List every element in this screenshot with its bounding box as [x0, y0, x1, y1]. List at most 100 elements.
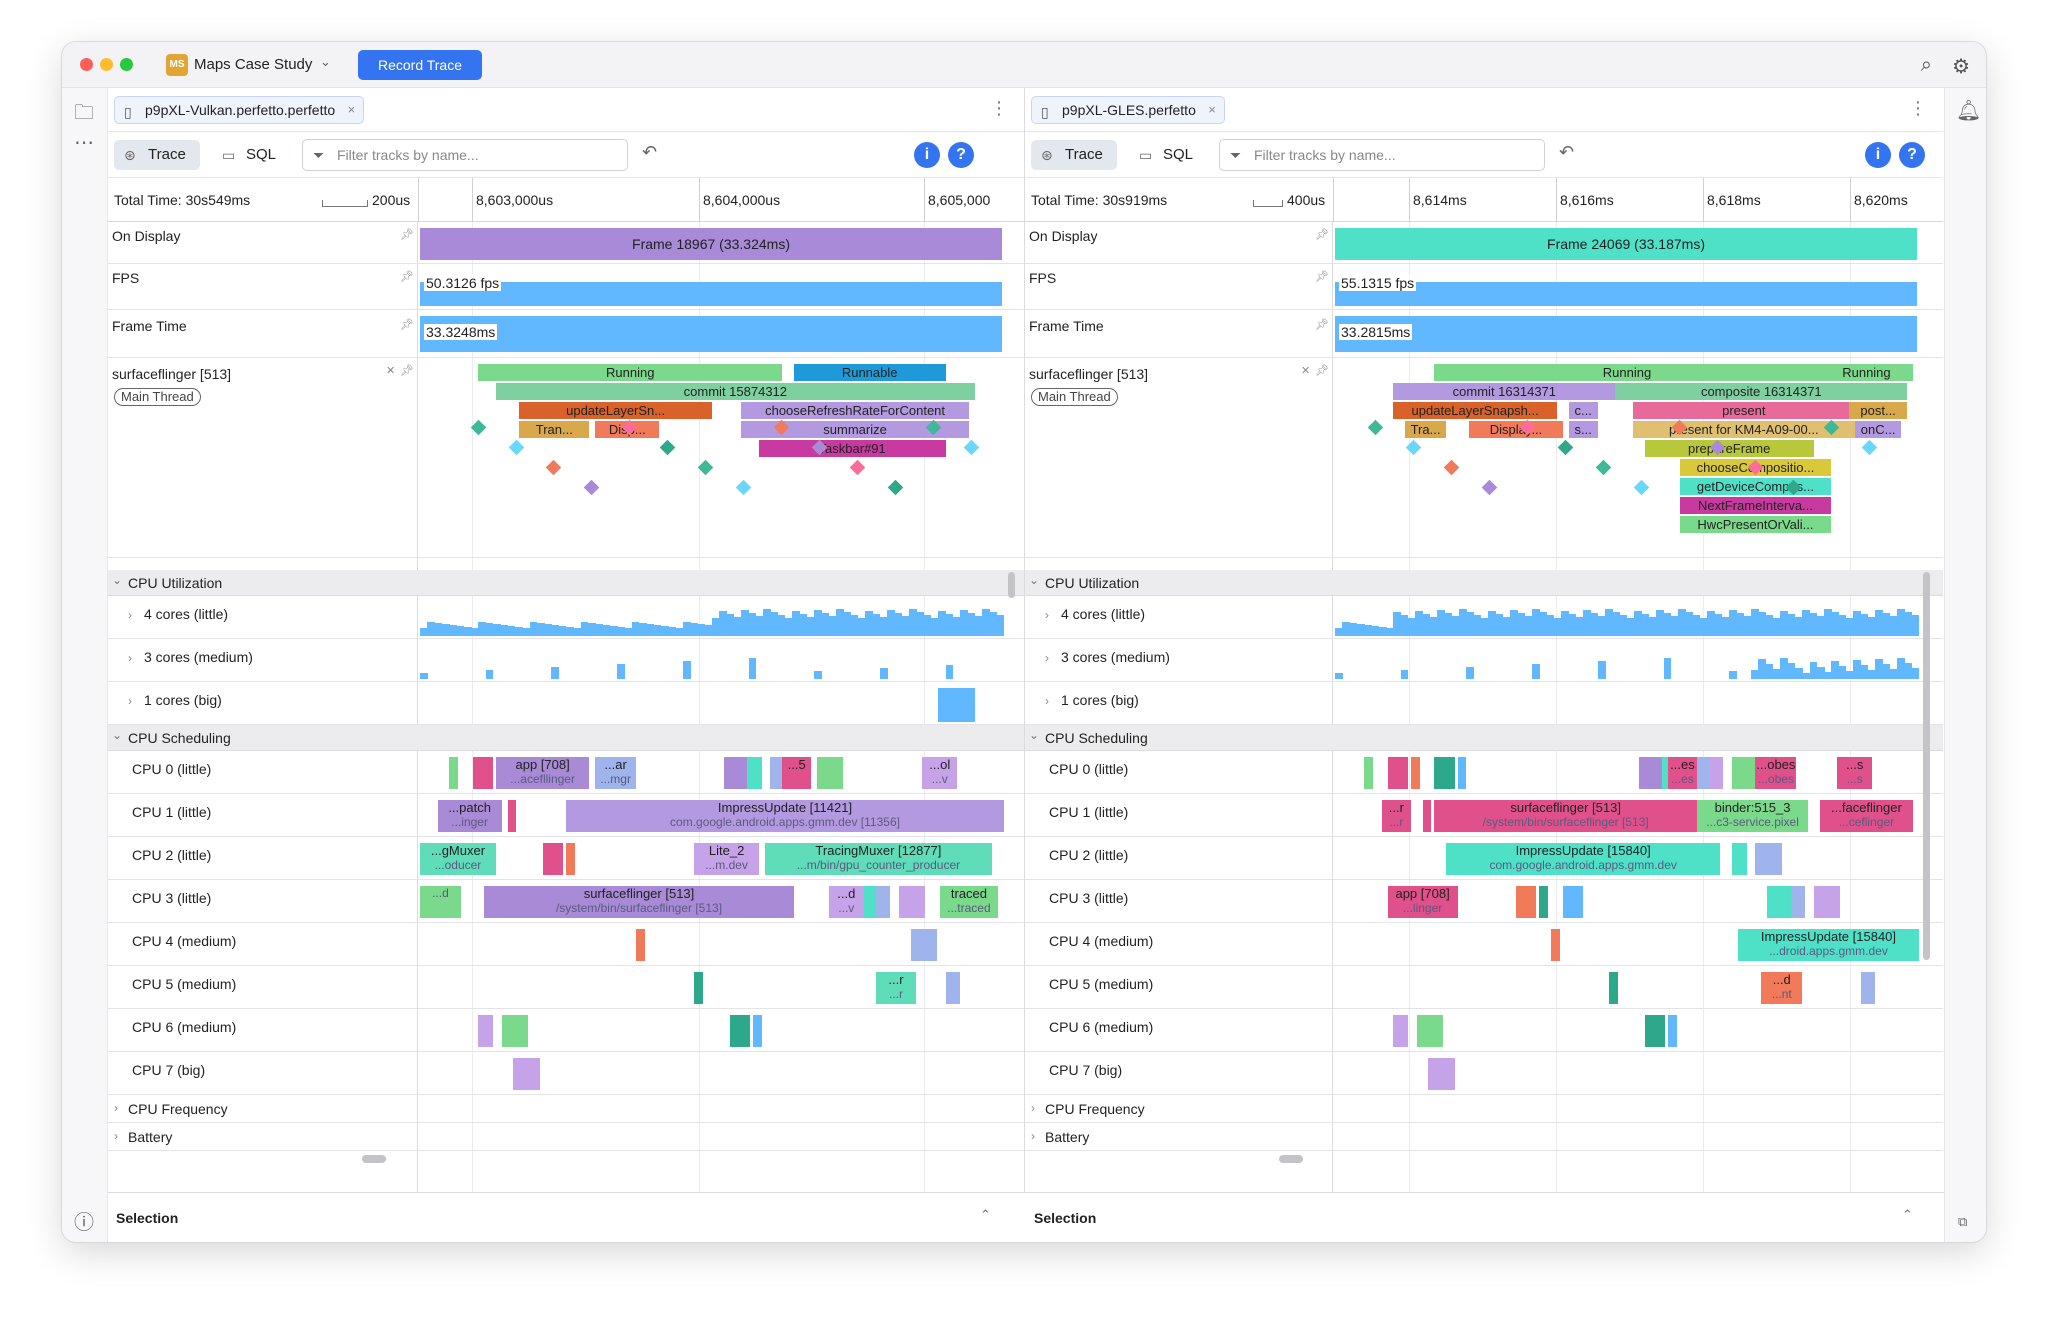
cpu-slice[interactable] — [542, 843, 564, 875]
gear-icon[interactable]: ⚙ — [1952, 56, 1970, 78]
record-trace-button[interactable]: Record Trace — [358, 50, 482, 80]
cpu-slice[interactable] — [513, 1058, 540, 1090]
cpu-slice[interactable] — [1422, 800, 1432, 832]
thread-slice[interactable]: summarize — [741, 421, 969, 438]
cpu-slice[interactable] — [1644, 1015, 1665, 1047]
cpu-slice[interactable]: ...s ...s — [1837, 757, 1873, 789]
track-group-collapsed[interactable]: › CPU Frequency — [1025, 1095, 1943, 1123]
thread-slice[interactable]: NextFrameInterva... — [1679, 497, 1832, 514]
file-tab[interactable]: ▯ p9pXL-GLES.perfetto × — [1031, 96, 1225, 124]
cpu-slice[interactable] — [566, 843, 575, 875]
thread-slice[interactable]: commit 15874312 — [495, 383, 975, 400]
chevron-down-icon[interactable]: ⌄ — [320, 54, 331, 69]
thread-slice[interactable]: present — [1632, 402, 1855, 419]
cpu-slice[interactable]: Lite_2 ...m.dev — [694, 843, 759, 875]
cpu-slice[interactable]: ...d — [420, 886, 461, 918]
cpu-slice[interactable] — [1732, 757, 1759, 789]
thread-slice[interactable]: Runnable — [793, 364, 946, 381]
cpu-slice[interactable] — [449, 757, 458, 789]
chevron-right-icon[interactable]: › — [1031, 1101, 1035, 1115]
event-marker[interactable] — [1367, 419, 1384, 436]
thread-slice[interactable]: c... — [1568, 402, 1598, 419]
cpu-slice[interactable] — [1364, 757, 1373, 789]
kebab-menu-icon[interactable]: ⋮ — [990, 98, 1008, 118]
undo-icon[interactable]: ↶ — [1559, 142, 1575, 162]
track-group-collapsed[interactable]: › Battery — [1025, 1123, 1943, 1151]
minimize-window-button[interactable] — [100, 58, 113, 71]
undo-icon[interactable]: ↶ — [642, 142, 658, 162]
cpu-slice[interactable] — [747, 757, 762, 789]
cpu-slice[interactable]: ...obes ...obes — [1755, 757, 1797, 789]
cpu-slice[interactable] — [752, 1015, 762, 1047]
sql-view-button[interactable]: ▭ SQL — [1129, 140, 1209, 170]
more-icon[interactable]: ⋯ — [74, 132, 94, 154]
event-marker[interactable] — [963, 439, 980, 456]
info-button[interactable]: i — [1865, 142, 1891, 168]
cpu-slice[interactable]: ...d ...v — [828, 886, 864, 918]
thread-slice[interactable]: Running — [478, 364, 783, 381]
chevron-right-icon[interactable]: › — [128, 608, 132, 622]
track-group-collapsed[interactable]: › Battery — [108, 1123, 1024, 1151]
thread-slice[interactable]: post... — [1848, 402, 1908, 419]
thread-slice[interactable]: chooseRefreshRateForContent — [741, 402, 969, 419]
pin-icon[interactable]: 📌︎ — [400, 271, 414, 283]
event-marker[interactable] — [735, 479, 752, 496]
search-icon[interactable]: ⌕ — [1920, 54, 1932, 76]
pin-icon[interactable]: 📌︎ — [1315, 319, 1329, 331]
event-marker[interactable] — [1633, 479, 1650, 496]
kebab-menu-icon[interactable]: ⋮ — [1909, 98, 1927, 118]
cpu-slice[interactable]: ...5 — [782, 757, 812, 789]
cpu-slice[interactable]: surfaceflinger [513]/system/bin/surfacef… — [484, 886, 794, 918]
horizontal-scrollbar[interactable] — [1279, 1155, 1303, 1163]
group-cpu-utilization[interactable]: ⌄ CPU Utilization — [1025, 570, 1943, 596]
cpu-slice[interactable]: ImpressUpdate [11421] com.google.android.… — [566, 800, 1004, 832]
event-marker[interactable] — [1557, 439, 1574, 456]
chevron-down-icon[interactable]: ⌄ — [1029, 573, 1040, 587]
cpu-slice[interactable]: surfaceflinger [513]/system/bin/surfacef… — [1434, 800, 1698, 832]
thread-slice[interactable]: s... — [1568, 421, 1598, 438]
pin-icon[interactable]: 📌︎ — [400, 365, 414, 377]
cpu-slice[interactable] — [910, 929, 937, 961]
cpu-slice[interactable] — [898, 886, 926, 918]
cpu-slice[interactable] — [694, 972, 704, 1004]
thread-slice[interactable]: Tran... — [519, 421, 590, 438]
cpu-slice[interactable]: ...r ...r — [875, 972, 917, 1004]
event-marker[interactable] — [1405, 439, 1422, 456]
thread-slice[interactable]: Taskbar#91 — [758, 440, 946, 457]
file-tab[interactable]: ▯ p9pXL-Vulkan.perfetto.perfetto × — [114, 96, 365, 124]
chevron-down-icon[interactable]: ⌄ — [1029, 728, 1040, 742]
thread-slice[interactable]: present for KM4-A09-00... — [1632, 421, 1855, 438]
group-cpu-scheduling[interactable]: ⌄ CPU Scheduling — [108, 725, 1024, 751]
thread-slice[interactable]: commit 16314371 — [1393, 383, 1616, 400]
info-icon[interactable]: ⓘ — [74, 1212, 94, 1234]
cpu-slice[interactable]: ...patch ...inger — [437, 800, 502, 832]
info-button[interactable]: i — [914, 142, 940, 168]
vertical-scrollbar[interactable] — [1008, 572, 1015, 598]
cpu-slice[interactable] — [1539, 886, 1549, 918]
thread-slice[interactable]: Running — [1434, 364, 1820, 381]
event-marker[interactable] — [470, 419, 486, 436]
cpu-slice[interactable] — [1732, 843, 1747, 875]
chevron-down-icon[interactable]: ⌄ — [112, 728, 123, 742]
horizontal-scrollbar[interactable] — [362, 1155, 386, 1163]
frame-slice[interactable]: Frame 24069 (33.187ms) — [1335, 228, 1917, 260]
cpu-slice[interactable] — [1410, 757, 1420, 789]
help-button[interactable]: ? — [1899, 142, 1925, 168]
cpu-slice[interactable] — [1393, 1015, 1408, 1047]
chevron-up-icon[interactable]: ⌃ — [1902, 1207, 1913, 1222]
cpu-slice[interactable]: binder:515_3 ...c3-service.pixel — [1697, 800, 1809, 832]
filter-tracks-input[interactable]: ⏷ Filter tracks by name... — [1219, 139, 1545, 171]
thread-slice[interactable]: Tra... — [1405, 421, 1446, 438]
thread-slice[interactable]: Display... — [1469, 421, 1563, 438]
pin-icon[interactable]: 📌︎ — [400, 229, 414, 241]
cpu-slice[interactable] — [817, 757, 844, 789]
chevron-right-icon[interactable]: › — [114, 1101, 118, 1115]
chevron-right-icon[interactable]: › — [1031, 1129, 1035, 1143]
thread-slice[interactable]: updateLayerSn... — [519, 402, 712, 419]
chevron-right-icon[interactable]: › — [1045, 608, 1049, 622]
cpu-slice[interactable]: ImpressUpdate [15840] ...droid.apps.gmm.d… — [1737, 929, 1919, 961]
chevron-up-icon[interactable]: ⌃ — [980, 1207, 991, 1222]
thread-slice[interactable]: getDeviceCompos... — [1679, 478, 1832, 495]
event-marker[interactable] — [1443, 459, 1460, 476]
cpu-slice[interactable] — [723, 757, 750, 789]
